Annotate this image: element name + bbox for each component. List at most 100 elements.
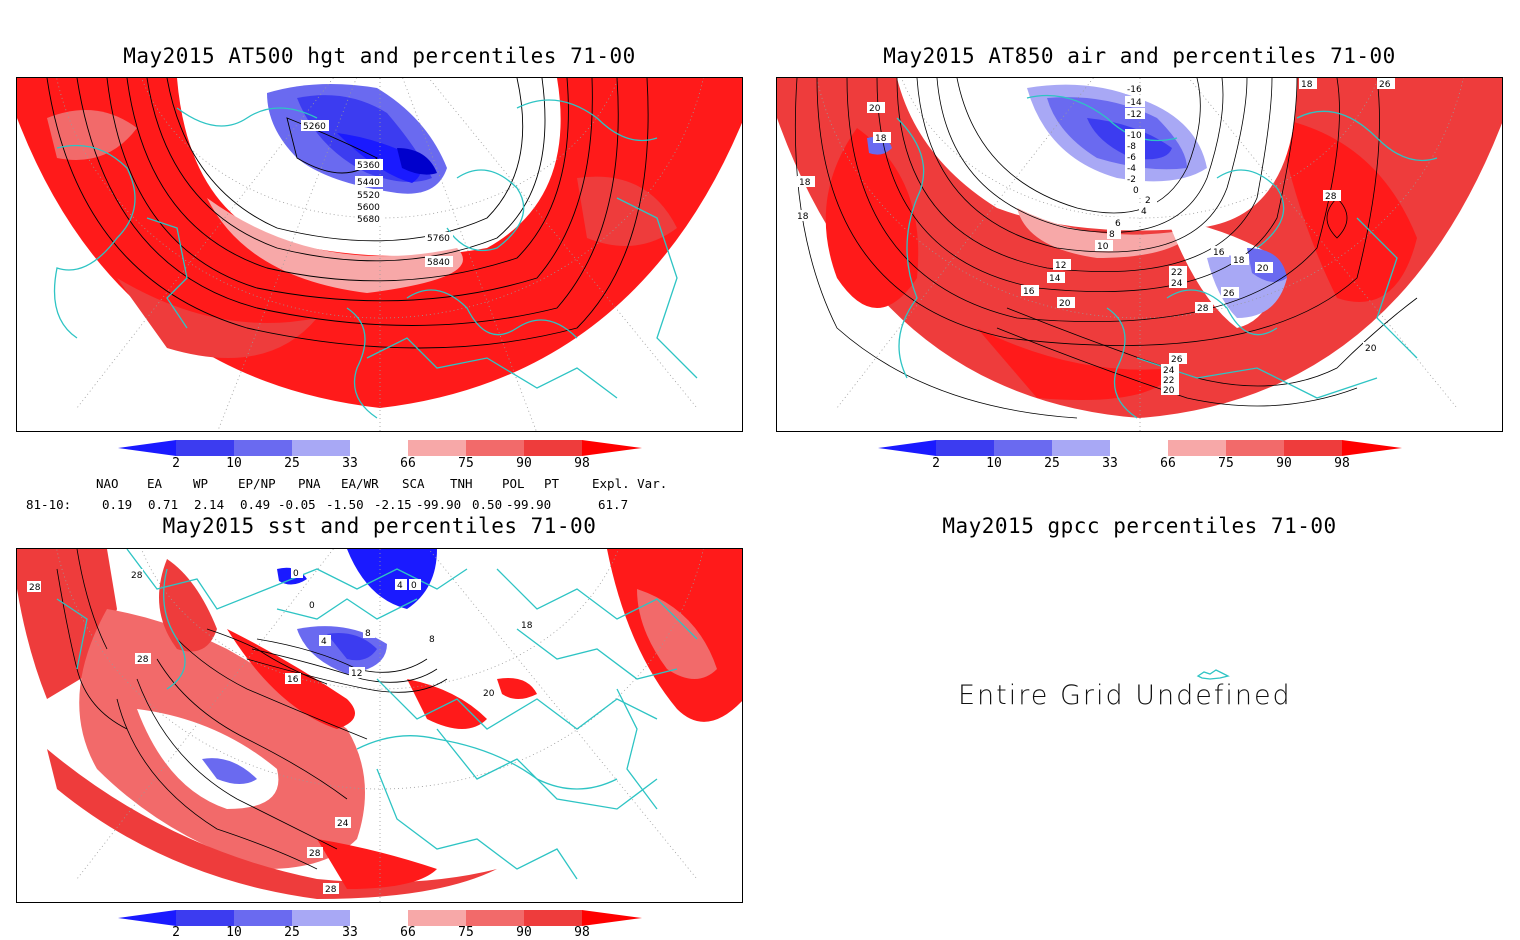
air-contour-label: -8 bbox=[1127, 142, 1136, 152]
sst-contour-label: 16 bbox=[287, 675, 299, 685]
gpcc-coast-fragment bbox=[1196, 669, 1230, 680]
colorbar-swatch bbox=[408, 440, 466, 456]
air-panel-title: May2015 AT850 air and percentiles 71-00 bbox=[883, 44, 1396, 68]
hgt-panel-title: May2015 AT500 hgt and percentiles 71-00 bbox=[123, 44, 636, 68]
sst-contour-label: 28 bbox=[29, 583, 41, 593]
colorbar-label: 98 bbox=[574, 456, 590, 471]
hgt-map: 5260 5360 5440 5520 5600 5680 5760 5840 bbox=[17, 78, 742, 431]
colorbar-label: 2 bbox=[172, 925, 180, 940]
colorbar-label: 98 bbox=[1334, 456, 1350, 471]
air-contour-label: 28 bbox=[1197, 304, 1209, 314]
colorbar-swatch bbox=[466, 910, 524, 926]
colorbar-swatch bbox=[994, 440, 1052, 456]
index-header: POL bbox=[502, 476, 525, 491]
index-value: -99.90 bbox=[506, 497, 552, 512]
hgt-contour-label: 5520 bbox=[357, 191, 380, 201]
air-contour-label: -16 bbox=[1127, 85, 1142, 95]
index-value: 0.71 bbox=[148, 497, 179, 512]
hgt-contour-label: 5260 bbox=[303, 122, 326, 132]
air-contour-label: 18 bbox=[1233, 256, 1245, 266]
air-contour-label: 6 bbox=[1115, 219, 1121, 229]
sst-contour-label: 24 bbox=[337, 819, 349, 829]
index-header: SCA bbox=[402, 476, 425, 491]
hgt-contour-label: 5760 bbox=[427, 234, 450, 244]
sst-contour-label: 0 bbox=[309, 601, 315, 611]
index-value: 2.14 bbox=[194, 497, 225, 512]
colorbar-swatch bbox=[118, 910, 176, 926]
air-contour-label: 20 bbox=[1257, 264, 1269, 274]
sst-map-panel: 28 28 0 0 4 8 12 16 18 20 24 28 28 28 4 … bbox=[16, 548, 743, 903]
air-contour-label: 26 bbox=[1171, 355, 1183, 365]
index-header: EP/NP bbox=[238, 476, 276, 491]
sst-contour-label: 0 bbox=[293, 569, 299, 579]
colorbar-swatch bbox=[176, 440, 234, 456]
sst-contour-label: 28 bbox=[325, 885, 337, 895]
colorbar-swatch bbox=[1110, 440, 1168, 456]
air-contour-label: 16 bbox=[1023, 287, 1035, 297]
colorbar-swatch bbox=[582, 910, 642, 926]
air-contour-label: 20 bbox=[1365, 344, 1377, 354]
hgt-contour-label: 5600 bbox=[357, 203, 380, 213]
air-contour-label: 8 bbox=[1109, 230, 1115, 240]
colorbar-swatches bbox=[118, 910, 642, 926]
sst-panel-title: May2015 sst and percentiles 71-00 bbox=[162, 514, 597, 538]
sst-map: 28 28 0 0 4 8 12 16 18 20 24 28 28 28 4 … bbox=[17, 549, 742, 902]
hgt-map-panel: 5260 5360 5440 5520 5600 5680 5760 5840 bbox=[16, 77, 743, 432]
hgt-contour-label: 5360 bbox=[357, 161, 380, 171]
sst-contour-label: 12 bbox=[351, 669, 362, 679]
sst-contour-label: 8 bbox=[429, 635, 435, 645]
air-contour-label: 20 bbox=[1059, 299, 1071, 309]
hgt-contour-label: 5440 bbox=[357, 178, 380, 188]
air-contour-label: 12 bbox=[1055, 261, 1066, 271]
sst-contour-label: 0 bbox=[411, 581, 417, 591]
air-contour-label: 24 bbox=[1163, 366, 1175, 376]
air-contour-label: -14 bbox=[1127, 98, 1142, 108]
sst-contour-label: 8 bbox=[365, 629, 371, 639]
air-map: -16 -14 -12 -10 -8 -6 -4 -2 0 2 4 6 8 10… bbox=[777, 78, 1502, 431]
sst-contour-label: 4 bbox=[397, 581, 403, 591]
air-contour-label: 18 bbox=[1301, 80, 1313, 90]
index-header: TNH bbox=[450, 476, 473, 491]
index-value: 0.50 bbox=[472, 497, 503, 512]
sst-contour-label: 28 bbox=[131, 571, 143, 581]
colorbar-label: 10 bbox=[226, 925, 242, 940]
air-contour-label: -6 bbox=[1127, 153, 1136, 163]
colorbar-label: 66 bbox=[1160, 456, 1176, 471]
air-contour-label: 22 bbox=[1171, 268, 1182, 278]
colorbar-swatch bbox=[408, 910, 466, 926]
sst-contour-label: 28 bbox=[309, 849, 321, 859]
colorbar-swatch bbox=[524, 910, 582, 926]
sst-contour-label: 20 bbox=[483, 689, 495, 699]
colorbar-swatch bbox=[350, 910, 408, 926]
colorbar-label: 90 bbox=[516, 925, 532, 940]
air-contour-label: 22 bbox=[1163, 376, 1174, 386]
colorbar-bottom-left: 2 10 25 33 66 75 90 98 bbox=[118, 910, 642, 940]
colorbar-label: 10 bbox=[226, 456, 242, 471]
colorbar-swatch bbox=[1342, 440, 1402, 456]
air-contour-label: 26 bbox=[1223, 289, 1235, 299]
air-contour-label: -10 bbox=[1127, 131, 1142, 141]
index-header: EA bbox=[147, 476, 163, 491]
colorbar-top-left: 2 10 25 33 66 75 90 98 bbox=[118, 440, 642, 480]
hgt-contour-label: 5680 bbox=[357, 215, 380, 225]
colorbar-swatch bbox=[234, 440, 292, 456]
air-contour-label: -2 bbox=[1127, 175, 1136, 185]
colorbar-swatch bbox=[350, 440, 408, 456]
colorbar-swatch bbox=[1226, 440, 1284, 456]
index-row-label: 81-10: bbox=[26, 497, 72, 512]
colorbar-swatch bbox=[176, 910, 234, 926]
air-contour-label: 18 bbox=[875, 134, 887, 144]
air-contour-label: 24 bbox=[1171, 279, 1183, 289]
colorbar-swatch bbox=[1052, 440, 1110, 456]
gpcc-panel-title: May2015 gpcc percentiles 71-00 bbox=[942, 514, 1337, 538]
colorbar-swatch bbox=[936, 440, 994, 456]
air-contour-label: 18 bbox=[799, 178, 811, 188]
colorbar-swatch bbox=[524, 440, 582, 456]
colorbar-label: 33 bbox=[1102, 456, 1118, 471]
colorbar-swatch bbox=[234, 910, 292, 926]
colorbar-label: 75 bbox=[1218, 456, 1234, 471]
colorbar-swatch bbox=[118, 440, 176, 456]
colorbar-label: 75 bbox=[458, 925, 474, 940]
index-value: -2.15 bbox=[374, 497, 412, 512]
air-contour-label: 14 bbox=[1049, 274, 1061, 284]
